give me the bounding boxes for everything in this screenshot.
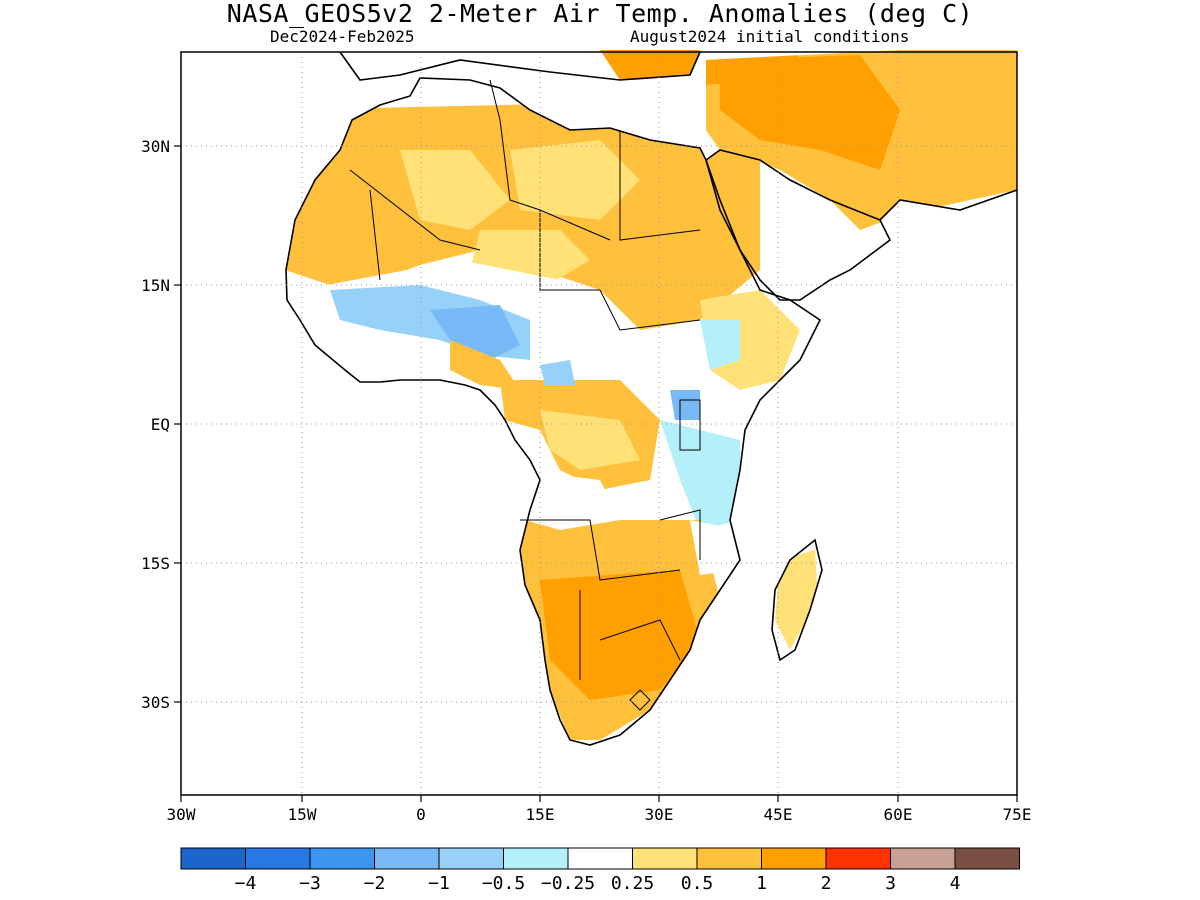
lon-label-75e: 75E [1003,805,1032,824]
lon-label-60e: 60E [884,805,913,824]
coastlines [285,51,1018,746]
madagascar-coastline [771,538,823,662]
forecast-period: Dec2024-Feb2025 [270,27,415,46]
country-borders [349,79,701,711]
anomaly-ethiopia-cool [700,320,740,370]
anomaly-coast-warm [450,340,520,390]
anomaly-west-central-cool [540,360,575,385]
colorbar-swatch [632,847,698,870]
anomaly-mozambique-white [690,520,740,575]
arabia-coastline [705,149,892,301]
colorbar-swatch [245,847,311,870]
colorbar-label: 1 [756,873,767,894]
colorbar-swatch [503,847,569,870]
colorbar-label: 4 [950,873,961,894]
europe-coastline [339,51,701,81]
lat-label-eq: EQ [151,415,170,434]
lon-label-45e: 45E [764,805,793,824]
colorbar-label: 3 [885,873,896,894]
lon-label-30e: 30E [645,805,674,824]
colorbar-label: −2 [364,873,386,894]
latitude-labels: 30N 15N EQ 15S 30S [141,137,170,712]
lon-label-30w: 30W [167,805,196,824]
longitude-labels: 30W 15W 0 15E 30E 45E 60E 75E [167,805,1032,824]
lat-label-15n: 15N [141,276,170,295]
colorbar-swatch [761,847,827,870]
colorbar-label: −3 [299,873,321,894]
initial-conditions: August2024 initial conditions [630,27,910,46]
colorbar-swatch [954,847,1020,870]
asia-coastline [879,189,1018,221]
colorbar-label: −0.5 [482,873,525,894]
lat-label-30n: 30N [141,137,170,156]
colorbar-label: 0.5 [681,873,714,894]
colorbar-swatch [180,847,246,870]
axis-ticks [174,145,1018,802]
anomaly-iran-strong [720,55,900,170]
lat-label-15s: 15S [141,554,170,573]
colorbar-swatch [309,847,375,870]
lon-label-15e: 15E [526,805,555,824]
colorbar-label: −4 [235,873,257,894]
africa-coastline [285,77,822,746]
colorbar: −4 −3 −2 −1 −0.5 −0.25 0.25 0.5 1 2 3 4 [180,847,1020,894]
anomaly-congo-light [540,410,640,470]
anomaly-sahara-light [400,150,510,230]
colorbar-label: −1 [428,873,450,894]
colorbar-swatch [374,847,440,870]
colorbar-label: 0.25 [611,873,654,894]
anomaly-lake-cool [670,390,700,420]
colorbar-swatch [825,847,891,870]
lon-label-0: 0 [416,805,426,824]
colorbar-swatch [890,847,956,870]
anomaly-egypt-light [510,140,640,220]
map-title: NASA_GEOS5v2 2-Meter Air Temp. Anomalies… [226,0,974,28]
anomaly-nigeria-cool [430,305,520,360]
lat-label-30s: 30S [141,693,170,712]
colorbar-swatch [696,847,762,870]
anomaly-angola-white [520,470,620,530]
lon-label-15w: 15W [288,805,317,824]
colorbar-label: 2 [821,873,832,894]
anomaly-madagascar-warm [775,550,818,650]
colorbar-swatch [567,847,633,870]
colorbar-swatch [438,847,504,870]
colorbar-label: −0.25 [541,873,595,894]
